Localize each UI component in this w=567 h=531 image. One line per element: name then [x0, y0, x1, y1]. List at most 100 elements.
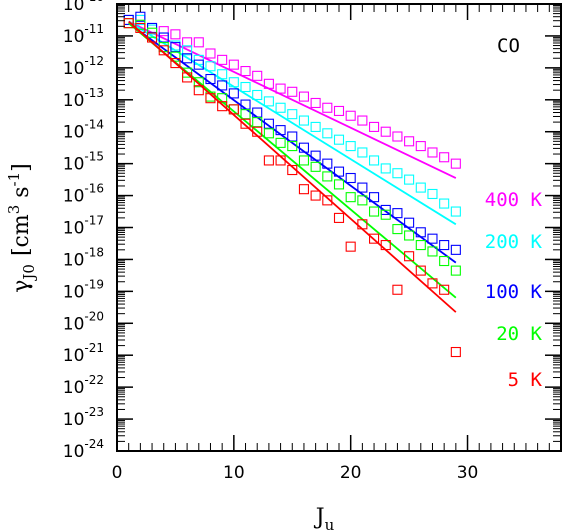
data-point: [193, 77, 204, 88]
data-point: [404, 217, 415, 228]
y-axis-title-unit-exp2: -1: [5, 172, 23, 187]
data-point: [135, 11, 146, 22]
data-point: [357, 182, 368, 193]
data-point: [333, 105, 345, 117]
data-point: [404, 230, 415, 241]
data-point: [228, 104, 239, 115]
data-point: [450, 244, 461, 255]
data-point: [193, 37, 204, 48]
series-label: 100 K: [485, 281, 543, 303]
data-point: [158, 26, 169, 37]
y-tick-labels: 10-2410-2310-2210-2110-2010-1910-1810-17…: [63, 0, 104, 462]
data-point: [369, 155, 380, 166]
y-tick-exponent: -11: [84, 22, 104, 36]
data-point: [322, 171, 333, 182]
data-point: [298, 142, 309, 153]
x-axis-title: Ju: [314, 505, 335, 531]
data-point: [275, 137, 286, 148]
data-point: [240, 66, 251, 77]
y-tick-label: 10-12: [63, 54, 104, 79]
series-5k: [123, 18, 461, 358]
y-tick-base: 10: [63, 346, 85, 366]
data-point: [310, 150, 321, 161]
data-point: [193, 59, 204, 70]
y-tick-base: 10: [63, 187, 85, 207]
data-point: [310, 190, 321, 201]
data-point: [263, 118, 274, 129]
data-point: [205, 93, 216, 104]
data-point: [439, 284, 450, 295]
y-axis-title-unit-prefix: [cm: [9, 214, 34, 256]
data-point: [415, 265, 426, 276]
y-tick-base: 10: [63, 59, 85, 79]
data-point: [287, 86, 298, 97]
data-point: [298, 91, 309, 102]
data-point: [439, 198, 450, 209]
series-label: 20 K: [496, 323, 542, 345]
data-point: [415, 141, 426, 152]
data-point: [345, 192, 356, 203]
data-point: [182, 72, 193, 83]
data-point: [170, 29, 181, 40]
y-tick-label: 10-23: [63, 405, 104, 430]
x-axis-title-sub: u: [325, 516, 335, 531]
data-point: [404, 174, 415, 185]
y-tick-exponent: -18: [84, 245, 104, 259]
y-tick-base: 10: [63, 219, 85, 239]
y-tick-base: 10: [63, 91, 85, 111]
y-tick-base: 10: [63, 0, 85, 15]
data-point: [275, 155, 286, 166]
data-point: [380, 209, 391, 220]
data-point: [450, 346, 461, 358]
data-point: [217, 101, 228, 112]
data-point: [147, 32, 158, 43]
y-tick-label: 10-10: [63, 0, 104, 15]
data-point: [392, 208, 403, 219]
data-point: [345, 141, 356, 152]
y-tick-label: 10-17: [63, 214, 104, 239]
data-point: [322, 158, 333, 169]
y-tick-label: 10-14: [63, 118, 104, 143]
data-point: [392, 131, 403, 142]
y-tick-label: 10-11: [63, 22, 104, 47]
y-tick-exponent: -21: [84, 341, 104, 355]
data-point: [252, 117, 263, 128]
data-point: [275, 83, 286, 94]
data-point: [298, 155, 309, 166]
data-point: [322, 195, 333, 206]
data-point: [450, 206, 461, 217]
data-point: [205, 61, 216, 72]
data-point: [415, 240, 426, 251]
data-point: [333, 179, 345, 190]
series-100k: [123, 11, 461, 264]
x-tick-label: 30: [457, 463, 479, 483]
data-point: [263, 128, 274, 139]
y-tick-exponent: -10: [84, 0, 104, 4]
fit-line: [128, 20, 457, 226]
data-point: [404, 136, 415, 147]
x-tick-labels: 0 10 20 30: [112, 463, 479, 483]
data-point: [380, 163, 391, 174]
y-axis-title: γJ0 [cm3 s-1]: [5, 163, 38, 293]
data-point: [369, 121, 380, 132]
data-point: [345, 241, 356, 252]
y-tick-exponent: -14: [84, 118, 104, 132]
series-200k: [123, 14, 461, 226]
data-point: [310, 121, 321, 132]
data-point: [333, 134, 345, 145]
data-point: [439, 152, 450, 163]
data-point: [287, 131, 298, 142]
data-point: [392, 284, 403, 295]
y-tick-exponent: -22: [84, 373, 104, 387]
y-tick-label: 10-19: [63, 277, 104, 302]
y-tick-label: 10-20: [63, 309, 104, 334]
data-point: [369, 233, 380, 244]
y-tick-label: 10-13: [63, 86, 104, 111]
y-axis-title-unit-exp1: 3: [5, 205, 23, 215]
data-point: [217, 69, 228, 80]
data-point: [427, 246, 438, 257]
y-tick-label: 10-16: [63, 182, 104, 207]
y-axis-title-sub: J0: [20, 264, 38, 282]
data-point: [415, 227, 426, 238]
